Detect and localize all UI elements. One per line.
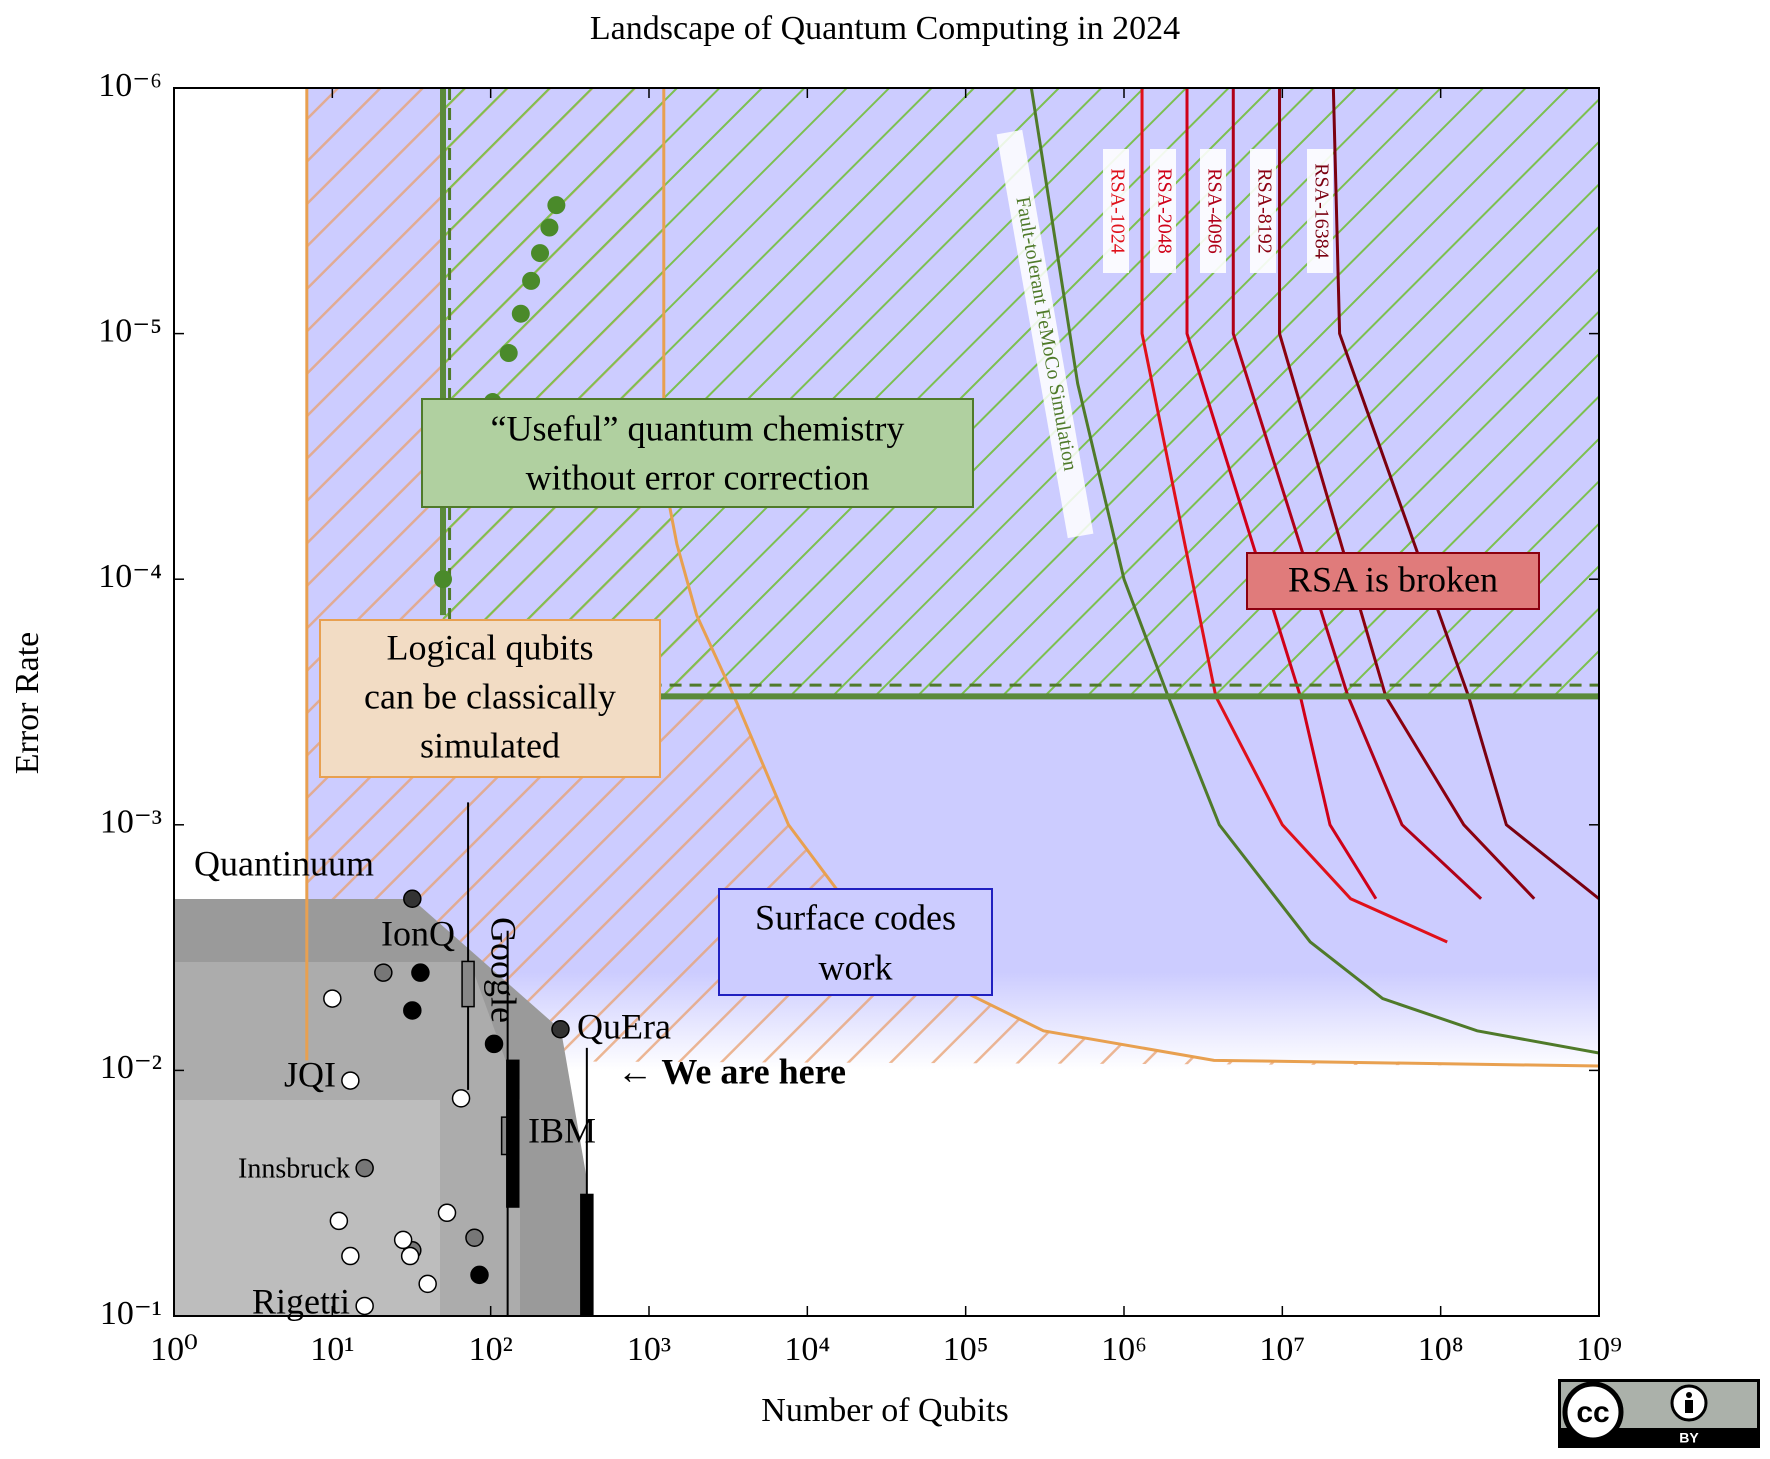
series-label: RSA-16384: [1310, 163, 1332, 259]
data-point: [434, 570, 453, 589]
series-label-bg: [1103, 149, 1129, 273]
data-point: [551, 1020, 570, 1039]
data-point: [341, 1071, 360, 1090]
by-label: BY: [1679, 1430, 1699, 1446]
data-point: [403, 889, 422, 908]
point-label: IBM: [528, 1110, 596, 1150]
annotation-text: RSA is broken: [1288, 559, 1498, 599]
series-line: [1029, 88, 1599, 1055]
by-icon-head: [1686, 1392, 1692, 1398]
data-point: [470, 1265, 489, 1285]
box-body: [580, 1193, 594, 1316]
data-point: [374, 963, 393, 982]
x-tick-label: 10³: [627, 1331, 671, 1368]
y-axis-label: Error Rate: [9, 632, 46, 775]
annotation-box: [421, 398, 974, 508]
data-point: [499, 344, 518, 363]
point-label: Google: [484, 917, 524, 1023]
y-tick-label: 10⁻²: [100, 1049, 162, 1086]
annotation-text: Logical qubits: [387, 627, 594, 667]
y-tick-label: 10⁻⁵: [98, 312, 162, 349]
point-label: Quantinuum: [194, 843, 374, 883]
data-point: [403, 1001, 422, 1020]
here-label: ← We are here: [617, 1051, 846, 1091]
data-point: [393, 1230, 413, 1250]
point-label: QuEra: [577, 1006, 671, 1046]
box-body: [461, 960, 475, 1008]
data-point: [531, 244, 550, 263]
point-label: Rigetti: [252, 1281, 350, 1321]
cc-circle: [1562, 1381, 1624, 1443]
series-label: RSA-2048: [1153, 168, 1175, 254]
series-label-bg: [1250, 149, 1276, 273]
license-badge: cc BY: [1558, 1379, 1760, 1448]
series-label-bg: [1307, 149, 1333, 273]
data-point: [329, 1211, 349, 1231]
data-point: [547, 196, 566, 215]
point-label: JQI: [284, 1054, 336, 1094]
data-point: [418, 1274, 437, 1294]
x-tick-label: 10⁸: [1418, 1331, 1464, 1368]
data-point: [341, 1246, 360, 1266]
by-icon-body: [1685, 1400, 1693, 1413]
data-point: [355, 1296, 374, 1316]
x-tick-label: 10⁰: [150, 1331, 198, 1368]
x-tick-label: 10⁹: [1576, 1331, 1622, 1368]
cc-logo: cc: [1576, 1396, 1609, 1429]
series-label: RSA-8192: [1253, 168, 1275, 254]
data-point: [411, 963, 430, 982]
series-label-bg: [1150, 149, 1176, 273]
annotation-text: work: [819, 947, 893, 987]
annotation-box: [718, 888, 993, 996]
annotation-text: “Useful” quantum chemistry: [491, 408, 905, 448]
data-point: [484, 1034, 504, 1054]
chart-title: Landscape of Quantum Computing in 2024: [590, 10, 1180, 47]
data-point: [465, 1228, 484, 1247]
y-tick-label: 10⁻¹: [100, 1295, 162, 1332]
y-tick-label: 10⁻⁴: [98, 558, 162, 595]
series-line: [1140, 88, 1448, 944]
point-label: IonQ: [381, 913, 455, 953]
data-point: [522, 271, 541, 290]
data-point: [323, 989, 342, 1008]
series-label-bg: [1200, 149, 1226, 273]
data-point: [437, 1203, 457, 1223]
hardware-hull-core: [174, 1100, 440, 1316]
series-label-bg: [996, 129, 1094, 539]
x-tick-label: 10⁶: [1101, 1331, 1147, 1368]
x-tick-label: 10⁷: [1259, 1331, 1305, 1368]
annotation-text: simulated: [420, 725, 560, 765]
annotation-box: [1246, 552, 1540, 610]
y-tick-label: 10⁻³: [100, 804, 162, 841]
annotation-text: can be classically: [364, 676, 616, 716]
annotation-text: Surface codes: [755, 897, 956, 937]
y-tick-label: 10⁻⁶: [98, 67, 162, 104]
x-tick-label: 10¹: [310, 1331, 354, 1368]
data-point: [511, 304, 530, 323]
data-point: [451, 1089, 471, 1108]
annotation-box: [319, 619, 661, 778]
plot-frame: [173, 87, 1600, 1317]
x-tick-label: 10²: [469, 1331, 513, 1368]
series-label: RSA-1024: [1106, 168, 1128, 254]
point-label: Innsbruck: [238, 1153, 350, 1184]
x-tick-label: 10⁴: [784, 1331, 830, 1368]
x-axis-label: Number of Qubits: [761, 1392, 1008, 1429]
data-point: [355, 1158, 374, 1178]
series-line: [662, 88, 1599, 1068]
series-label: RSA-4096: [1203, 168, 1225, 254]
data-point: [400, 1246, 420, 1266]
x-tick-label: 10⁵: [943, 1331, 989, 1368]
annotation-text: without error correction: [526, 457, 870, 497]
box-body: [506, 1059, 520, 1208]
data-point: [540, 218, 559, 237]
